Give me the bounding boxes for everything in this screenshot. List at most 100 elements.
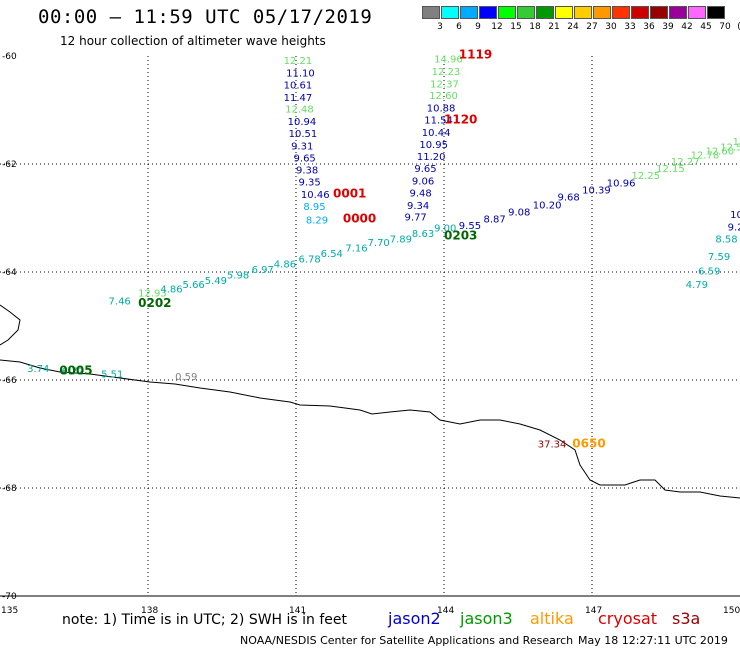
wave-height-value: 5.51: [101, 369, 123, 380]
page-subtitle: 12 hour collection of altimeter wave hei…: [60, 34, 326, 48]
wave-height-value: 9.06: [412, 177, 434, 188]
color-scale-label: 6: [456, 22, 462, 32]
wave-height-value: 9.00: [434, 224, 456, 235]
wave-height-value: 9.35: [298, 178, 320, 189]
color-scale-label: 12: [491, 22, 503, 32]
pass-time-labels: 1119 1120 0001 0000 0203 0202 0005 0650: [59, 48, 605, 451]
wave-height-value: 6.54: [321, 249, 343, 260]
wave-height-value: 11.10: [286, 69, 315, 80]
color-scale-label: 33: [624, 22, 636, 32]
wave-height-value: 12.27: [671, 157, 700, 168]
wave-height-value: 7.89: [390, 234, 412, 245]
wave-height-value: 12.41: [733, 137, 740, 148]
wave-height-value: 12.37: [430, 79, 459, 90]
wave-height-value: 8.29: [306, 215, 328, 226]
wave-height-value: 10.51: [289, 129, 318, 140]
color-swatch: [536, 6, 554, 19]
color-swatch: [612, 6, 630, 19]
wave-height-value: 10.46: [301, 190, 330, 201]
latitude-label: -60: [2, 52, 17, 62]
wave-height-value: 9.65: [414, 164, 436, 175]
color-scale-label: 70: [719, 22, 731, 32]
color-swatch: [650, 6, 668, 19]
wave-height-value: 10.88: [427, 104, 456, 115]
latitude-label: -66: [2, 376, 17, 386]
color-swatch: [688, 6, 706, 19]
color-scale-label: 21: [548, 22, 560, 32]
color-scale-label: 36: [643, 22, 655, 32]
wave-height-value: 11.20: [417, 152, 446, 163]
legend-jason3: jason3: [460, 609, 513, 628]
wave-height-value: 7.59: [708, 252, 730, 263]
color-scale-label: 9: [475, 22, 481, 32]
wave-height-value: 37.34: [538, 440, 567, 451]
legend-altika: altika: [530, 609, 574, 628]
wave-height-value: 9.38: [296, 166, 318, 177]
wave-height-value: 0.59: [175, 372, 197, 383]
wave-height-value: 14.96: [434, 54, 463, 65]
wave-height-value: 10.39: [582, 186, 611, 197]
wave-height-value: 7.16: [345, 243, 367, 254]
color-scale-label: 27: [586, 22, 598, 32]
color-swatch: [460, 6, 478, 19]
wave-height-value: 10: [730, 210, 740, 221]
wave-height-value: 5.66: [183, 280, 205, 291]
legend-s3a: s3a: [672, 609, 701, 628]
wave-height-value: 9.31: [291, 141, 313, 152]
wave-height-value: 9.55: [459, 221, 481, 232]
color-swatch: [669, 6, 687, 19]
pass-time-label: 1119: [459, 48, 492, 62]
legend-cryosat: cryosat: [598, 609, 658, 628]
wave-height-value: 6.78: [298, 254, 320, 265]
coastline-path: [0, 304, 740, 499]
color-scale-label: 39: [662, 22, 674, 32]
wave-height-value: 10.95: [419, 140, 448, 151]
wave-height-value: 10.96: [607, 179, 636, 190]
wave-height-value: 9.08: [508, 207, 530, 218]
wave-height-value: 10.94: [288, 117, 317, 128]
wave-height-value: 9.68: [557, 193, 579, 204]
color-swatch: [517, 6, 535, 19]
page-title: 00:00 – 11:59 UTC 05/17/2019: [38, 6, 373, 28]
color-swatch: [574, 6, 592, 19]
coastline: [0, 304, 740, 499]
wave-height-value: 9.2: [728, 222, 740, 233]
longitude-label: 150: [723, 606, 740, 616]
color-scale-label: 18: [529, 22, 541, 32]
wave-height-value: 3.74: [27, 364, 49, 375]
wave-height-value: 8.87: [483, 214, 505, 225]
wave-height-value: 12.21: [284, 56, 313, 67]
color-scale-label: 15: [510, 22, 522, 32]
wave-height-value: 5.49: [205, 276, 227, 287]
latitude-label: -70: [2, 592, 17, 602]
wave-height-value: 4.79: [686, 280, 708, 291]
longitude-label: 144: [437, 606, 454, 616]
wave-height-value: 8.95: [303, 202, 325, 213]
wave-height-value: 12.23: [432, 67, 461, 78]
wave-height-value: 8.63: [412, 229, 434, 240]
wave-height-value: 6.72: [62, 367, 84, 378]
wave-height-value: 7.46: [109, 296, 131, 307]
map-gridlines: -60 -62 -64 -66 -68 -70 135 138 141 144 147 150: [0, 52, 740, 616]
wave-height-value: 6.59: [698, 267, 720, 278]
wave-height-value: 6.97: [252, 265, 274, 276]
longitude-label: 147: [585, 606, 602, 616]
wave-height-value: 12.78: [691, 151, 720, 162]
color-scale-label: 42: [681, 22, 693, 32]
wave-height-value: 4.86: [160, 285, 182, 296]
wave-height-labels: 12.2111.1010.6111.4712.4810.9410.519.319…: [27, 54, 740, 450]
wave-height-value: 9.48: [409, 188, 431, 199]
color-swatch: [593, 6, 611, 19]
color-scale-label: (ft): [735, 22, 740, 32]
credit-line: NOAA/NESDIS Center for Satellite Applica…: [240, 634, 574, 647]
wave-height-value: 12.15: [656, 164, 685, 175]
pass-time-label: 0001: [333, 186, 366, 200]
wave-height-value: 12.93: [138, 288, 167, 299]
longitude-label: 138: [141, 606, 158, 616]
color-swatch: [498, 6, 516, 19]
color-scale-label: 24: [567, 22, 579, 32]
color-swatch: [631, 6, 649, 19]
color-scale-label: 45: [700, 22, 712, 32]
units-note: note: 1) Time is in UTC; 2) SWH is in fe…: [62, 612, 348, 628]
legend-jason2: jason2: [388, 609, 441, 628]
